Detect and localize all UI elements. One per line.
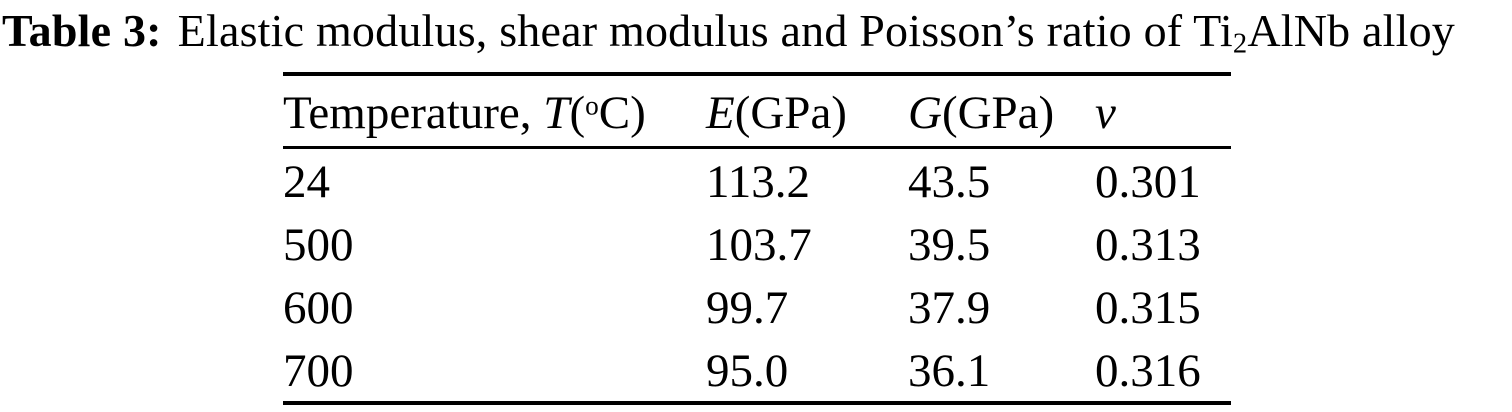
table-row: 700 95.0 36.1 0.316 bbox=[283, 338, 1231, 401]
table-cell: 0.301 bbox=[1095, 156, 1201, 208]
table-cell: 113.2 bbox=[706, 156, 811, 208]
table-cell: 700 bbox=[283, 345, 354, 397]
table-cell: 95.0 bbox=[706, 345, 789, 397]
table-header-row: Temperature, T(oC) E(GPa) G(GPa) ν bbox=[283, 76, 1231, 146]
table-row: 600 99.7 37.9 0.315 bbox=[283, 275, 1231, 338]
table-row: 500 103.7 39.5 0.313 bbox=[283, 212, 1231, 275]
table-cell: 500 bbox=[283, 219, 354, 271]
table-cell: 600 bbox=[283, 282, 354, 334]
table-cell: 37.9 bbox=[908, 282, 991, 334]
table-cell: 0.316 bbox=[1095, 345, 1201, 397]
table-cell: 99.7 bbox=[706, 282, 789, 334]
table-caption-text: Elastic modulus, shear modulus and Poiss… bbox=[177, 5, 1233, 56]
table-body: 24 113.2 43.5 0.301 500 103.7 39.5 0.313 600 99.7… bbox=[283, 149, 1231, 401]
table-cell: 103.7 bbox=[706, 219, 812, 271]
table-header-rule bbox=[283, 146, 1231, 149]
table-cell: 43.5 bbox=[908, 156, 991, 208]
table-caption-label: Table 3: bbox=[2, 5, 162, 56]
table-cell: 0.315 bbox=[1095, 282, 1201, 334]
table-cell: 0.313 bbox=[1095, 219, 1201, 271]
table-cell: 36.1 bbox=[908, 345, 991, 397]
table-top-rule bbox=[283, 72, 1231, 76]
table-row: 24 113.2 43.5 0.301 bbox=[283, 149, 1231, 212]
table-bottom-rule bbox=[283, 401, 1231, 405]
table-caption-suffix: AlNb alloy bbox=[1247, 5, 1456, 56]
column-header: G(GPa) bbox=[908, 87, 1055, 139]
table-cell: 39.5 bbox=[908, 219, 991, 271]
table-cell: 24 bbox=[283, 156, 330, 208]
column-header: Temperature, T(oC) bbox=[283, 87, 646, 139]
data-table: Temperature, T(oC) E(GPa) G(GPa) ν 24 113.2 4… bbox=[283, 72, 1231, 405]
column-header: ν bbox=[1095, 87, 1116, 139]
column-header: E(GPa) bbox=[706, 87, 847, 139]
table-caption: Table 3: Elastic modulus, shear modulus a… bbox=[2, 4, 1456, 60]
chemical-subscript: 2 bbox=[1232, 28, 1248, 60]
